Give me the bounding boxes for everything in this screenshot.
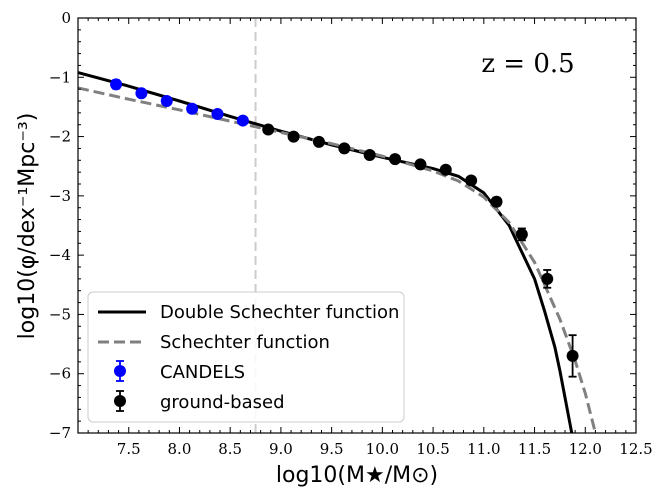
candels-marker: [211, 108, 224, 121]
x-tick-label: 9.5: [320, 440, 344, 458]
ground-based-point: [515, 227, 528, 242]
y-tick-label: −4: [49, 246, 71, 264]
y-tick-label: 0: [61, 9, 71, 27]
x-axis-label: log10(M★/M⊙): [276, 463, 438, 488]
y-axis-label: log10(φ/dex⁻¹Mpc⁻³): [15, 113, 40, 340]
ground-based-point: [287, 130, 300, 143]
x-tick-label: 10.0: [366, 440, 399, 458]
x-tick-label: 8.0: [168, 440, 192, 458]
plot-border: [77, 17, 637, 434]
ground-based-marker: [414, 158, 427, 171]
ground-based-point: [465, 174, 478, 187]
ground-based-marker: [287, 130, 300, 143]
ground-based-marker: [515, 228, 528, 241]
candels-point: [110, 78, 123, 91]
candels-point: [160, 95, 173, 107]
candels-point: [211, 108, 224, 121]
ground-based-point: [338, 142, 351, 155]
ground-based-marker: [338, 142, 351, 155]
schechter-function-curve: [78, 86, 597, 433]
legend-double-schechter-label: Double Schechter function: [160, 302, 399, 323]
x-tick-label: 8.5: [218, 440, 242, 458]
candels-marker: [135, 87, 148, 100]
legend-candels-marker: [114, 360, 126, 382]
ground-based-point: [541, 269, 554, 289]
legend-schechter-label: Schechter function: [160, 332, 330, 353]
x-tick-label: 12.5: [619, 440, 652, 458]
candels-marker: [160, 95, 173, 107]
y-tick-label: −7: [49, 424, 71, 442]
ground-based-point: [439, 163, 452, 176]
ground-based-marker: [363, 148, 376, 161]
y-tick-label: −2: [49, 128, 71, 146]
ground-based-point: [566, 334, 579, 378]
ground-based-marker: [490, 195, 503, 208]
data-points-layer: [110, 78, 579, 378]
ground-based-point: [312, 135, 325, 148]
ground-based-point: [363, 148, 376, 161]
candels-marker: [110, 78, 123, 91]
x-tick-label: 12.0: [569, 440, 602, 458]
redshift-annotation: z = 0.5: [481, 49, 574, 79]
legend: Double Schechter function Schechter func…: [87, 291, 405, 423]
ground-based-marker: [389, 153, 402, 166]
x-tick-label: 11.5: [518, 440, 551, 458]
x-tick-label: 9.0: [269, 440, 293, 458]
ground-based-point: [414, 158, 427, 171]
x-tick-label: 7.5: [117, 440, 141, 458]
ground-based-point: [262, 123, 275, 136]
x-tick-label: 10.5: [416, 440, 449, 458]
y-tick-label: −3: [49, 187, 71, 205]
legend-ground-based-label: ground-based: [160, 392, 285, 413]
ground-based-marker: [262, 123, 275, 136]
legend-ground-based-marker: [114, 390, 126, 412]
legend-candels-label: CANDELS: [160, 362, 245, 383]
candels-marker: [236, 114, 249, 127]
ground-based-marker: [566, 349, 579, 362]
candels-point: [135, 87, 148, 100]
ground-based-point: [389, 153, 402, 166]
y-tick-label: −6: [49, 365, 71, 383]
candels-point: [186, 102, 199, 115]
y-tick-label: −1: [49, 68, 71, 86]
ground-based-marker: [439, 163, 452, 176]
candels-marker: [186, 102, 199, 115]
candels-point: [236, 114, 249, 127]
ground-based-point: [490, 195, 503, 208]
plot-border-layer: [77, 17, 637, 434]
legend-box: [87, 291, 405, 423]
ground-based-marker: [541, 272, 554, 285]
ground-based-marker: [465, 174, 478, 187]
y-tick-label: −5: [49, 305, 71, 323]
x-tick-label: 11.0: [467, 440, 500, 458]
ground-based-marker: [312, 135, 325, 148]
